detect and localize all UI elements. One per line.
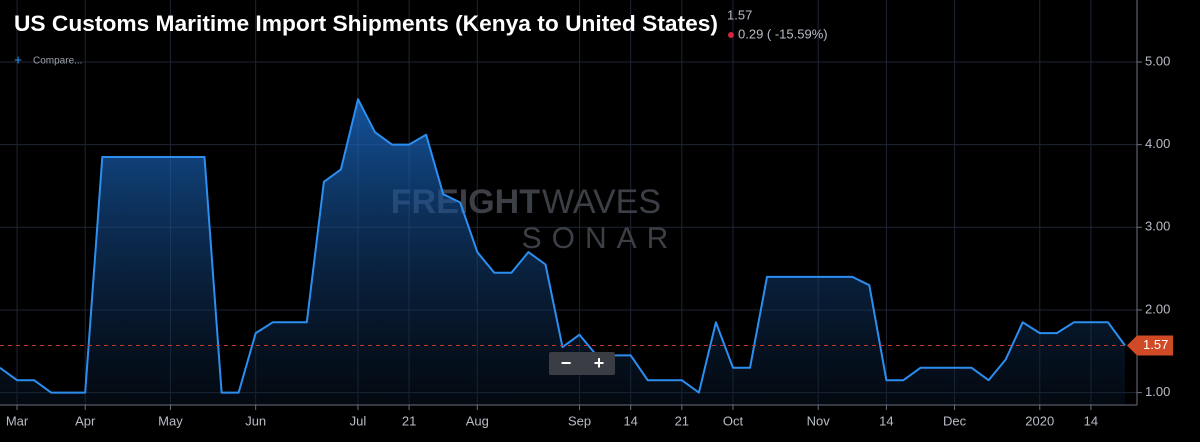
zoom-out-button[interactable]: − [561, 353, 572, 373]
x-tick-label: May [158, 413, 183, 428]
header-value: 1.57 [727, 7, 752, 22]
last-value-tag [1127, 335, 1173, 356]
zoom-bar [549, 352, 615, 375]
y-tick-label: 3.00 [1145, 219, 1170, 234]
watermark-brand: WAVES [542, 183, 661, 221]
last-value-label: 1.57 [1143, 337, 1168, 352]
zoom-in-button[interactable]: + [594, 353, 605, 373]
y-tick-label: 1.00 [1145, 384, 1170, 399]
x-tick-label: Dec [943, 413, 967, 428]
y-tick-label: 2.00 [1145, 301, 1170, 316]
x-tick-label: Jul [350, 413, 367, 428]
compare-button[interactable]: Compare... [33, 56, 82, 67]
x-tick-label: 2020 [1025, 413, 1054, 428]
x-tick-label: Apr [75, 413, 96, 428]
x-tick-label: 21 [402, 413, 416, 428]
chart-title: US Customs Maritime Import Shipments (Ke… [14, 11, 718, 36]
compare-icon[interactable]: + [14, 52, 22, 68]
watermark-product: SONAR [522, 222, 679, 255]
y-tick-label: 5.00 [1145, 53, 1170, 68]
x-tick-label: Mar [6, 413, 29, 428]
change-indicator [728, 32, 734, 38]
x-tick-label: Oct [723, 413, 744, 428]
header-change: 0.29 ( -15.59%) [738, 26, 828, 41]
x-tick-label: 21 [675, 413, 689, 428]
x-tick-label: 14 [623, 413, 637, 428]
x-tick-label: 14 [879, 413, 893, 428]
plot [0, 98, 1137, 405]
x-tick-label: 14 [1084, 413, 1098, 428]
zoom-controls: − + [549, 352, 615, 375]
x-tick-label: Nov [807, 413, 831, 428]
x-tick-label: Aug [466, 413, 489, 428]
line [0, 98, 1126, 394]
y-tick-label: 4.00 [1145, 136, 1170, 151]
area [0, 99, 1125, 405]
x-tick-label: Jun [245, 413, 266, 428]
x-tick-label: Sep [568, 413, 591, 428]
